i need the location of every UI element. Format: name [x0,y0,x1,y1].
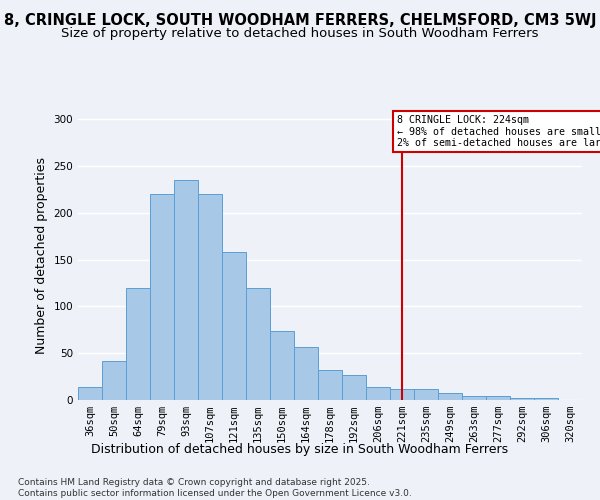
Bar [270,331,294,400]
Bar [390,389,414,400]
Bar [534,398,558,400]
Bar [78,387,102,400]
Text: Distribution of detached houses by size in South Woodham Ferrers: Distribution of detached houses by size … [91,442,509,456]
Bar [462,396,486,400]
Text: 8, CRINGLE LOCK, SOUTH WOODHAM FERRERS, CHELMSFORD, CM3 5WJ: 8, CRINGLE LOCK, SOUTH WOODHAM FERRERS, … [4,12,596,28]
Y-axis label: Number of detached properties: Number of detached properties [35,156,48,354]
Bar [246,288,270,400]
Bar [198,194,222,400]
Bar [366,387,390,400]
Bar [318,370,342,400]
Bar [150,194,174,400]
Bar [102,360,126,400]
Bar [438,394,462,400]
Bar [342,374,366,400]
Text: Contains HM Land Registry data © Crown copyright and database right 2025.
Contai: Contains HM Land Registry data © Crown c… [18,478,412,498]
Text: Size of property relative to detached houses in South Woodham Ferrers: Size of property relative to detached ho… [61,28,539,40]
Bar [222,252,246,400]
Text: 8 CRINGLE LOCK: 224sqm
← 98% of detached houses are smaller (1,331)
2% of semi-d: 8 CRINGLE LOCK: 224sqm ← 98% of detached… [397,114,600,148]
Bar [126,288,150,400]
Bar [510,398,534,400]
Bar [174,180,198,400]
Bar [294,346,318,400]
Bar [414,389,438,400]
Bar [486,396,510,400]
